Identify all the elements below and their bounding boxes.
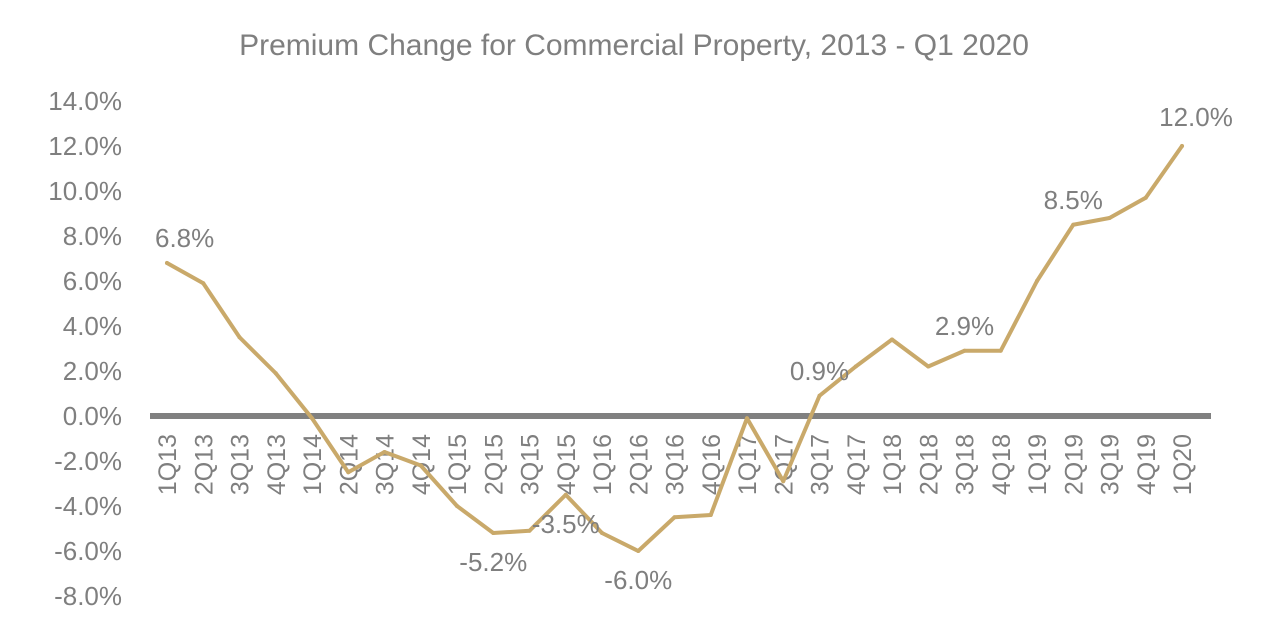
- x-tick-label: 1Q15: [444, 434, 472, 495]
- x-tick-label: 4Q13: [263, 434, 291, 495]
- data-point: [853, 364, 858, 369]
- y-tick-label: 6.0%: [63, 266, 122, 296]
- data-point: [672, 515, 677, 520]
- y-tick-label: 10.0%: [48, 176, 122, 206]
- x-tick-label: 3Q17: [807, 434, 835, 495]
- data-point: [817, 393, 822, 398]
- data-point: [237, 335, 242, 340]
- y-tick-label: -8.0%: [54, 581, 122, 611]
- data-point: [1143, 195, 1148, 200]
- y-tick-label: -4.0%: [54, 491, 122, 521]
- data-label: 8.5%: [1044, 185, 1103, 215]
- x-tick-label: 2Q13: [190, 434, 218, 495]
- x-tick-label: 2Q15: [480, 434, 508, 495]
- chart-title: Premium Change for Commercial Property, …: [239, 29, 1029, 62]
- data-point: [890, 337, 894, 342]
- x-tick-label: 4Q15: [553, 434, 581, 495]
- x-tick-label: 2Q19: [1060, 434, 1088, 495]
- y-tick-label: -6.0%: [54, 536, 122, 566]
- data-point: [600, 531, 604, 535]
- x-tick-label: 3Q19: [1097, 434, 1125, 495]
- y-tick-label: 12.0%: [48, 131, 122, 161]
- data-point: [165, 261, 169, 265]
- data-point: [201, 281, 206, 286]
- x-tick-label: 3Q18: [952, 434, 980, 495]
- y-tick-label: 8.0%: [63, 221, 122, 251]
- data-point: [273, 371, 278, 376]
- data-label: 6.8%: [155, 223, 214, 253]
- y-tick-label: 0.0%: [63, 401, 122, 431]
- data-point: [1107, 216, 1112, 220]
- data-point: [1071, 222, 1076, 227]
- data-label: -5.2%: [459, 547, 527, 577]
- data-point: [781, 479, 786, 484]
- data-label: 2.9%: [935, 311, 994, 341]
- data-point: [418, 463, 423, 468]
- data-point: [1180, 144, 1184, 148]
- x-axis-ticks: 1Q13 2Q13 3Q13 4Q13 1Q14 2Q14 3Q14 4Q14 1Q15 2Q15…: [154, 434, 1197, 495]
- data-point: [636, 549, 641, 553]
- data-point: [745, 416, 749, 421]
- x-tick-label: 2Q16: [625, 434, 653, 495]
- x-tick-label: 4Q18: [988, 434, 1016, 495]
- y-tick-label: 14.0%: [48, 86, 122, 116]
- data-label: 12.0%: [1159, 102, 1233, 132]
- y-axis-ticks: 14.0% 12.0% 10.0% 8.0% 6.0% 4.0% 2.0% 0.0% -2.0%…: [48, 86, 122, 611]
- x-tick-label: 3Q14: [372, 434, 400, 495]
- y-tick-label: 2.0%: [63, 356, 122, 386]
- data-label: 0.9%: [790, 356, 849, 386]
- data-point: [708, 513, 713, 517]
- data-point: [563, 492, 568, 497]
- x-tick-label: 1Q14: [299, 434, 327, 495]
- data-point: [998, 348, 1003, 353]
- x-tick-label: 4Q17: [843, 434, 871, 495]
- x-tick-label: 1Q19: [1024, 434, 1052, 495]
- data-point: [1035, 279, 1039, 283]
- x-tick-label: 3Q15: [517, 434, 545, 495]
- y-tick-label: 4.0%: [63, 311, 122, 341]
- data-label: -3.5%: [532, 509, 600, 539]
- data-point: [455, 504, 459, 508]
- y-tick-label: -2.0%: [54, 446, 122, 476]
- x-tick-label: 2Q18: [915, 434, 943, 495]
- x-tick-label: 3Q13: [227, 434, 255, 495]
- data-point: [926, 364, 931, 369]
- x-tick-label: 4Q19: [1133, 434, 1161, 495]
- x-tick-label: 1Q13: [154, 434, 182, 495]
- data-point: [382, 450, 387, 454]
- data-point: [962, 348, 967, 353]
- data-points: [165, 144, 1184, 553]
- data-point: [527, 528, 532, 533]
- data-point: [310, 416, 314, 421]
- x-tick-label: 1Q18: [879, 434, 907, 495]
- data-labels: 6.8% -5.2%-3.5%-6.0% 0.9% 2.9% 8.5% 12.0%: [155, 102, 1233, 595]
- data-point: [491, 531, 496, 535]
- x-tick-label: 1Q16: [589, 434, 617, 495]
- data-point: [346, 470, 351, 475]
- x-tick-label: 1Q20: [1169, 434, 1197, 495]
- x-tick-label: 3Q16: [662, 434, 690, 495]
- data-label: -6.0%: [604, 565, 672, 595]
